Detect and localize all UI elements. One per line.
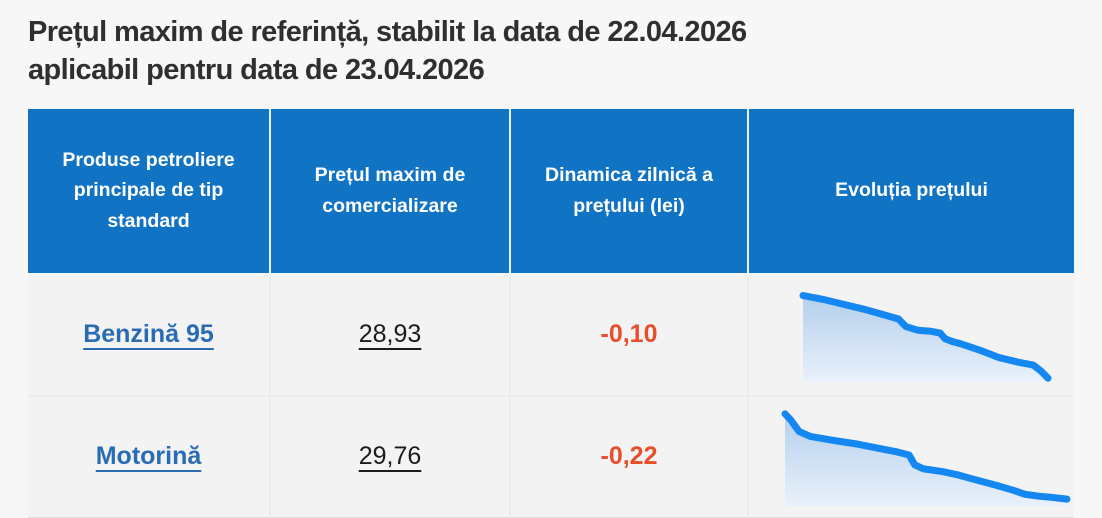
cell-product: Benzină 95 bbox=[28, 273, 271, 397]
fuel-price-table: Produse petroliere principale de tip sta… bbox=[28, 108, 1074, 518]
benzina-95-link[interactable]: Benzină 95 bbox=[83, 320, 214, 349]
cell-max-price: 29,76 bbox=[270, 395, 511, 518]
motorina-link[interactable]: Motorină bbox=[95, 442, 202, 471]
motorina-daily-change: -0,22 bbox=[600, 442, 658, 471]
benzina-95-price-sparkline bbox=[803, 288, 1048, 382]
benzina-95-max-price[interactable]: 28,93 bbox=[358, 320, 422, 349]
page-title: Prețul maxim de referință, stabilit la d… bbox=[28, 13, 1008, 90]
page-title-line-2: aplicabil pentru data de 23.04.2026 bbox=[28, 54, 485, 87]
cell-evolution bbox=[748, 395, 1074, 518]
table-row-benzina-95: Benzină 95 28,93 -0,10 bbox=[28, 273, 1074, 397]
motorina-max-price[interactable]: 29,76 bbox=[358, 442, 422, 471]
cell-product: Motorină bbox=[28, 395, 271, 518]
column-header-evolution: Evoluția prețului bbox=[748, 108, 1074, 275]
motorina-price-sparkline bbox=[785, 408, 1067, 506]
cell-daily-change: -0,22 bbox=[510, 395, 749, 518]
column-header-products: Produse petroliere principale de tip sta… bbox=[28, 108, 271, 275]
cell-evolution bbox=[748, 273, 1074, 397]
table-header: Produse petroliere principale de tip sta… bbox=[28, 108, 1074, 275]
column-header-daily-change: Dinamica zilnică a prețului (lei) bbox=[510, 108, 749, 275]
column-header-max-price: Prețul maxim de comercializare bbox=[270, 108, 511, 275]
cell-daily-change: -0,10 bbox=[510, 273, 749, 397]
benzina-95-daily-change: -0,10 bbox=[600, 320, 658, 349]
table-row-motorina: Motorină 29,76 -0,22 bbox=[28, 395, 1074, 518]
cell-max-price: 28,93 bbox=[270, 273, 511, 397]
page-title-line-1: Prețul maxim de referință, stabilit la d… bbox=[28, 16, 747, 48]
header-row: Produse petroliere principale de tip sta… bbox=[28, 108, 1074, 275]
